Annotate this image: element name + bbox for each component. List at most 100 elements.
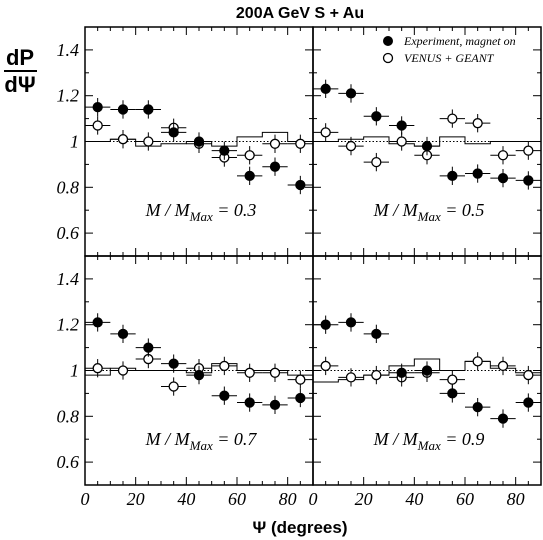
experiment-marker bbox=[523, 175, 534, 186]
experiment-marker bbox=[472, 168, 483, 179]
experiment-point bbox=[313, 315, 339, 334]
legend-label-venus: VENUS + GEANT bbox=[404, 51, 495, 65]
experiment-marker bbox=[269, 161, 281, 172]
experiment-marker bbox=[143, 342, 154, 353]
panel-label-main: M / M bbox=[145, 429, 191, 449]
panel-label: M / MMax = 0.7 bbox=[145, 429, 258, 453]
panel-label-subscript: Max bbox=[417, 209, 441, 224]
venus-marker bbox=[345, 372, 357, 383]
panel-label: M / MMax = 0.5 bbox=[373, 200, 485, 224]
experiment-point bbox=[237, 393, 263, 412]
panel-label-subscript: Max bbox=[417, 438, 441, 453]
y-tick-label: 1.2 bbox=[57, 86, 80, 106]
legend-marker-experiment bbox=[383, 36, 393, 46]
experiment-point bbox=[515, 393, 541, 412]
venus-marker bbox=[92, 120, 103, 131]
experiment-point bbox=[85, 97, 111, 117]
experiment-marker bbox=[345, 317, 357, 328]
experiment-marker bbox=[219, 145, 230, 156]
experiment-marker bbox=[396, 367, 407, 378]
legend-marker-venus bbox=[382, 52, 394, 64]
experiment-point bbox=[211, 141, 237, 160]
x-tick-label: 80 bbox=[507, 489, 525, 509]
legend-label-experiment: Experiment, magnet on bbox=[403, 34, 516, 48]
experiment-point bbox=[338, 313, 364, 332]
venus-marker bbox=[447, 113, 458, 124]
experiment-marker bbox=[320, 83, 331, 94]
experiment-point bbox=[389, 363, 415, 382]
panel-2: M / MMax = 0.5 bbox=[312, 26, 542, 257]
experiment-marker bbox=[168, 127, 179, 138]
venus-marker bbox=[295, 374, 306, 385]
venus-point bbox=[135, 132, 161, 151]
experiment-marker bbox=[193, 369, 205, 381]
venus-point bbox=[363, 152, 389, 172]
venus-marker bbox=[447, 374, 458, 385]
venus-point bbox=[490, 356, 516, 376]
venus-marker bbox=[244, 150, 255, 161]
x-tick-label: 40 bbox=[405, 489, 423, 509]
x-tick-label: 20 bbox=[127, 489, 145, 509]
experiment-marker bbox=[320, 319, 331, 330]
experiment-marker bbox=[168, 358, 179, 369]
venus-marker bbox=[117, 365, 129, 376]
venus-marker bbox=[396, 136, 407, 147]
experiment-point bbox=[287, 175, 313, 195]
venus-marker bbox=[92, 363, 103, 374]
venus-point bbox=[262, 363, 288, 382]
experiment-marker bbox=[295, 392, 306, 404]
experiment-point bbox=[161, 354, 187, 373]
venus-point bbox=[363, 365, 389, 385]
y-tick-label: 0.6 bbox=[57, 223, 80, 243]
experiment-point bbox=[515, 171, 541, 190]
experiment-marker bbox=[371, 111, 382, 122]
venus-marker bbox=[269, 138, 281, 149]
y-axis-label-denominator: dΨ bbox=[4, 72, 35, 97]
x-tick-label: 0 bbox=[81, 489, 90, 509]
venus-marker bbox=[497, 150, 509, 161]
experiment-marker bbox=[269, 399, 281, 411]
panel-label: M / MMax = 0.3 bbox=[145, 200, 257, 224]
venus-point bbox=[439, 109, 465, 128]
venus-marker bbox=[523, 145, 534, 156]
panel-label-subscript: Max bbox=[189, 438, 213, 453]
legend: Experiment, magnet on VENUS + GEANT bbox=[382, 34, 516, 65]
experiment-point bbox=[363, 324, 389, 344]
experiment-marker bbox=[421, 140, 433, 152]
experiment-point bbox=[439, 384, 465, 403]
experiment-point bbox=[490, 409, 516, 428]
panel-label-main: M / M bbox=[145, 200, 191, 220]
experiment-point bbox=[313, 79, 339, 98]
experiment-point bbox=[135, 338, 161, 357]
experiment-marker bbox=[371, 328, 382, 340]
venus-marker bbox=[117, 134, 129, 145]
panel-1: 0.6 0.8 1 1.2 1.4 M / MMax = 0.3 bbox=[57, 26, 314, 257]
venus-marker bbox=[219, 360, 230, 372]
panel-label-main: M / M bbox=[373, 200, 419, 220]
experiment-point bbox=[135, 100, 161, 119]
venus-marker bbox=[472, 356, 483, 367]
venus-marker bbox=[295, 138, 306, 149]
experiment-point bbox=[490, 168, 516, 188]
venus-point bbox=[287, 370, 313, 389]
venus-point bbox=[313, 123, 339, 142]
venus-point bbox=[237, 363, 263, 382]
experiment-marker bbox=[497, 172, 509, 184]
experiment-marker bbox=[497, 413, 509, 424]
experiment-marker bbox=[472, 401, 483, 413]
venus-point bbox=[389, 132, 415, 151]
venus-marker bbox=[345, 140, 357, 152]
experiment-point bbox=[161, 123, 187, 142]
experiment-point bbox=[465, 397, 491, 417]
venus-marker bbox=[168, 381, 179, 392]
venus-marker bbox=[371, 369, 382, 381]
venus-marker bbox=[472, 118, 483, 129]
venus-point bbox=[338, 136, 364, 156]
x-tick-label: 40 bbox=[177, 489, 195, 509]
x-axis-label: Ψ (degrees) bbox=[252, 518, 347, 537]
venus-point bbox=[515, 365, 541, 385]
chart-title: 200A GeV S + Au bbox=[236, 5, 364, 22]
venus-point bbox=[161, 377, 187, 396]
venus-point bbox=[110, 130, 136, 149]
venus-point bbox=[262, 134, 288, 153]
